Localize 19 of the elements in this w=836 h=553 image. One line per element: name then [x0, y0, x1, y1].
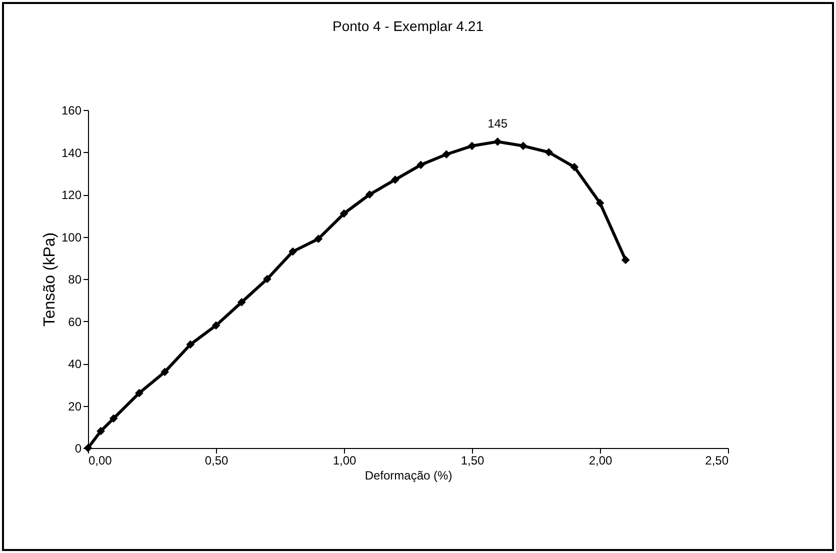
chart-title: Ponto 4 - Exemplar 4.21	[332, 18, 484, 34]
x-tick-label: 2,50	[705, 454, 729, 468]
x-tick-label: 1,00	[332, 454, 356, 468]
y-tick-label: 0	[74, 442, 82, 456]
x-tick-label: 0,50	[204, 454, 228, 468]
y-tick-label: 140	[61, 146, 82, 160]
y-tick-label: 40	[68, 357, 82, 371]
y-tick-label: 80	[68, 272, 82, 286]
y-tick-label: 100	[61, 230, 82, 244]
y-tick-label: 120	[61, 188, 82, 202]
x-tick-label: 2,00	[588, 454, 612, 468]
x-tick-label: 1,50	[460, 454, 484, 468]
y-axis-title: Tensão (kPa)	[41, 232, 58, 327]
annotation: 145	[488, 116, 508, 131]
x-axis-title: Deformação (%)	[364, 468, 452, 482]
x-tick-label: 0,00	[88, 454, 112, 468]
y-tick-label: 20	[68, 399, 82, 414]
y-tick-label: 60	[68, 314, 82, 329]
y-tick-label: 160	[61, 104, 82, 118]
